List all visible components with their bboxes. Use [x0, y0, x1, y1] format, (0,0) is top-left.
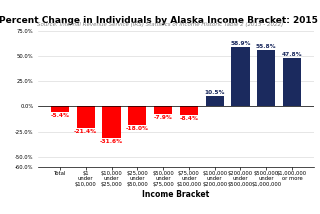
Text: -18.0%: -18.0% [126, 126, 149, 131]
Text: -21.4%: -21.4% [74, 129, 97, 134]
Bar [257, 50, 275, 106]
Bar [128, 106, 146, 125]
Text: 55.8%: 55.8% [256, 44, 276, 49]
Bar [206, 96, 224, 106]
Bar [283, 58, 301, 106]
Title: Percent Change in Individuals by Alaska Income Bracket: 2015 - 2022: Percent Change in Individuals by Alaska … [0, 16, 320, 25]
Text: -5.4%: -5.4% [51, 113, 69, 118]
Text: 10.5%: 10.5% [204, 90, 225, 95]
Bar [77, 106, 95, 128]
Text: 47.8%: 47.8% [282, 52, 302, 57]
X-axis label: Income Bracket: Income Bracket [142, 190, 210, 199]
Text: Source: Internal Revenue Service (IRS) Statistics of Income Historic Table 2 (20: Source: Internal Revenue Service (IRS) S… [37, 22, 283, 27]
Text: -8.4%: -8.4% [180, 116, 198, 121]
Bar [180, 106, 198, 115]
Text: 58.9%: 58.9% [230, 41, 251, 46]
Bar [51, 106, 69, 112]
Bar [102, 106, 121, 138]
Text: -31.6%: -31.6% [100, 139, 123, 144]
Bar [154, 106, 172, 114]
Bar [231, 47, 250, 106]
Text: -7.9%: -7.9% [154, 115, 172, 120]
